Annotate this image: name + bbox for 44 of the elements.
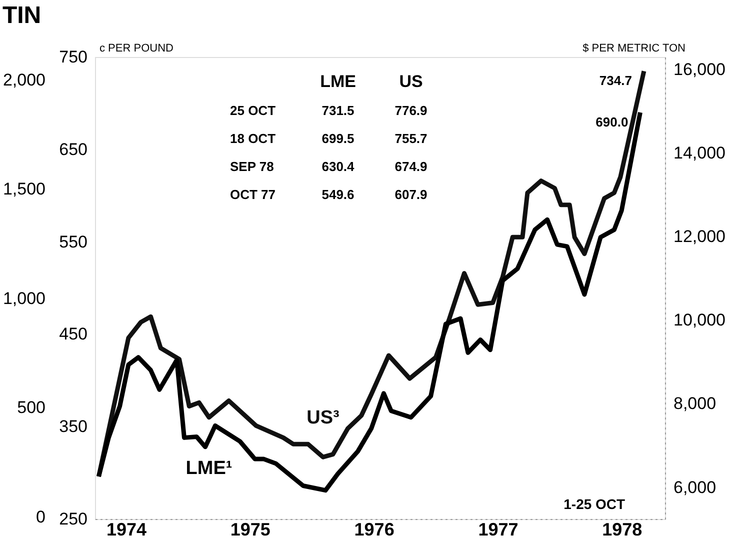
y2-axis-title: $ PER METRIC TON — [582, 42, 686, 54]
annotation: US — [399, 72, 423, 91]
y2-tick-label: 14,000 — [674, 144, 726, 163]
y3-tick-label: 2,000 — [2, 70, 46, 90]
annotation: 731.5 — [322, 103, 354, 118]
series-label: US³ — [306, 407, 340, 428]
x-tick-label: 1976 — [354, 520, 394, 540]
annotation: LME — [320, 72, 356, 91]
annotation: 18 OCT — [230, 131, 276, 146]
y-tick-label: 350 — [59, 417, 88, 436]
y2-tick-label: 16,000 — [674, 60, 726, 80]
annotation: 607.9 — [394, 187, 428, 202]
x-tick-label: 1974 — [106, 520, 146, 540]
y2-tick-label: 8,000 — [674, 394, 716, 414]
annotation: 699.5 — [322, 131, 354, 146]
y-axis-title: c PER POUND — [100, 42, 174, 54]
y2-tick-label: 6,000 — [674, 478, 716, 497]
y-tick-label: 450 — [59, 324, 88, 344]
x-tick-label: 1978 — [602, 520, 642, 540]
y3-tick-label: 1,500 — [2, 180, 46, 199]
y2-tick-label: 12,000 — [674, 227, 726, 246]
y-tick-label: 750 — [59, 48, 88, 66]
annotation: 1-25 OCT — [564, 496, 626, 512]
annotation: 734.7 — [599, 73, 632, 88]
y3-tick-label: 0 — [36, 507, 46, 526]
y3-tick-label: 500 — [17, 398, 46, 418]
chart-title: TIN — [2, 2, 42, 29]
annotation: 25 OCT — [230, 103, 276, 118]
annotation: 549.6 — [322, 187, 354, 202]
y-tick-label: 650 — [59, 140, 88, 159]
annotation: OCT 77 — [230, 187, 276, 202]
annotation: 630.4 — [322, 159, 356, 174]
y-tick-label: 250 — [59, 510, 88, 528]
annotation: 755.7 — [394, 131, 428, 146]
y-tick-label: 550 — [59, 232, 88, 252]
y2-tick-label: 10,000 — [674, 310, 726, 330]
series-label: LME¹ — [186, 458, 232, 480]
x-tick-label: 1977 — [478, 520, 518, 540]
annotation: 776.9 — [394, 103, 428, 118]
y3-tick-label: 1,000 — [2, 288, 46, 308]
annotation: 690.0 — [596, 114, 628, 130]
annotation: 674.9 — [394, 159, 428, 174]
x-tick-label: 1975 — [230, 520, 270, 540]
annotation: SEP 78 — [230, 159, 274, 174]
